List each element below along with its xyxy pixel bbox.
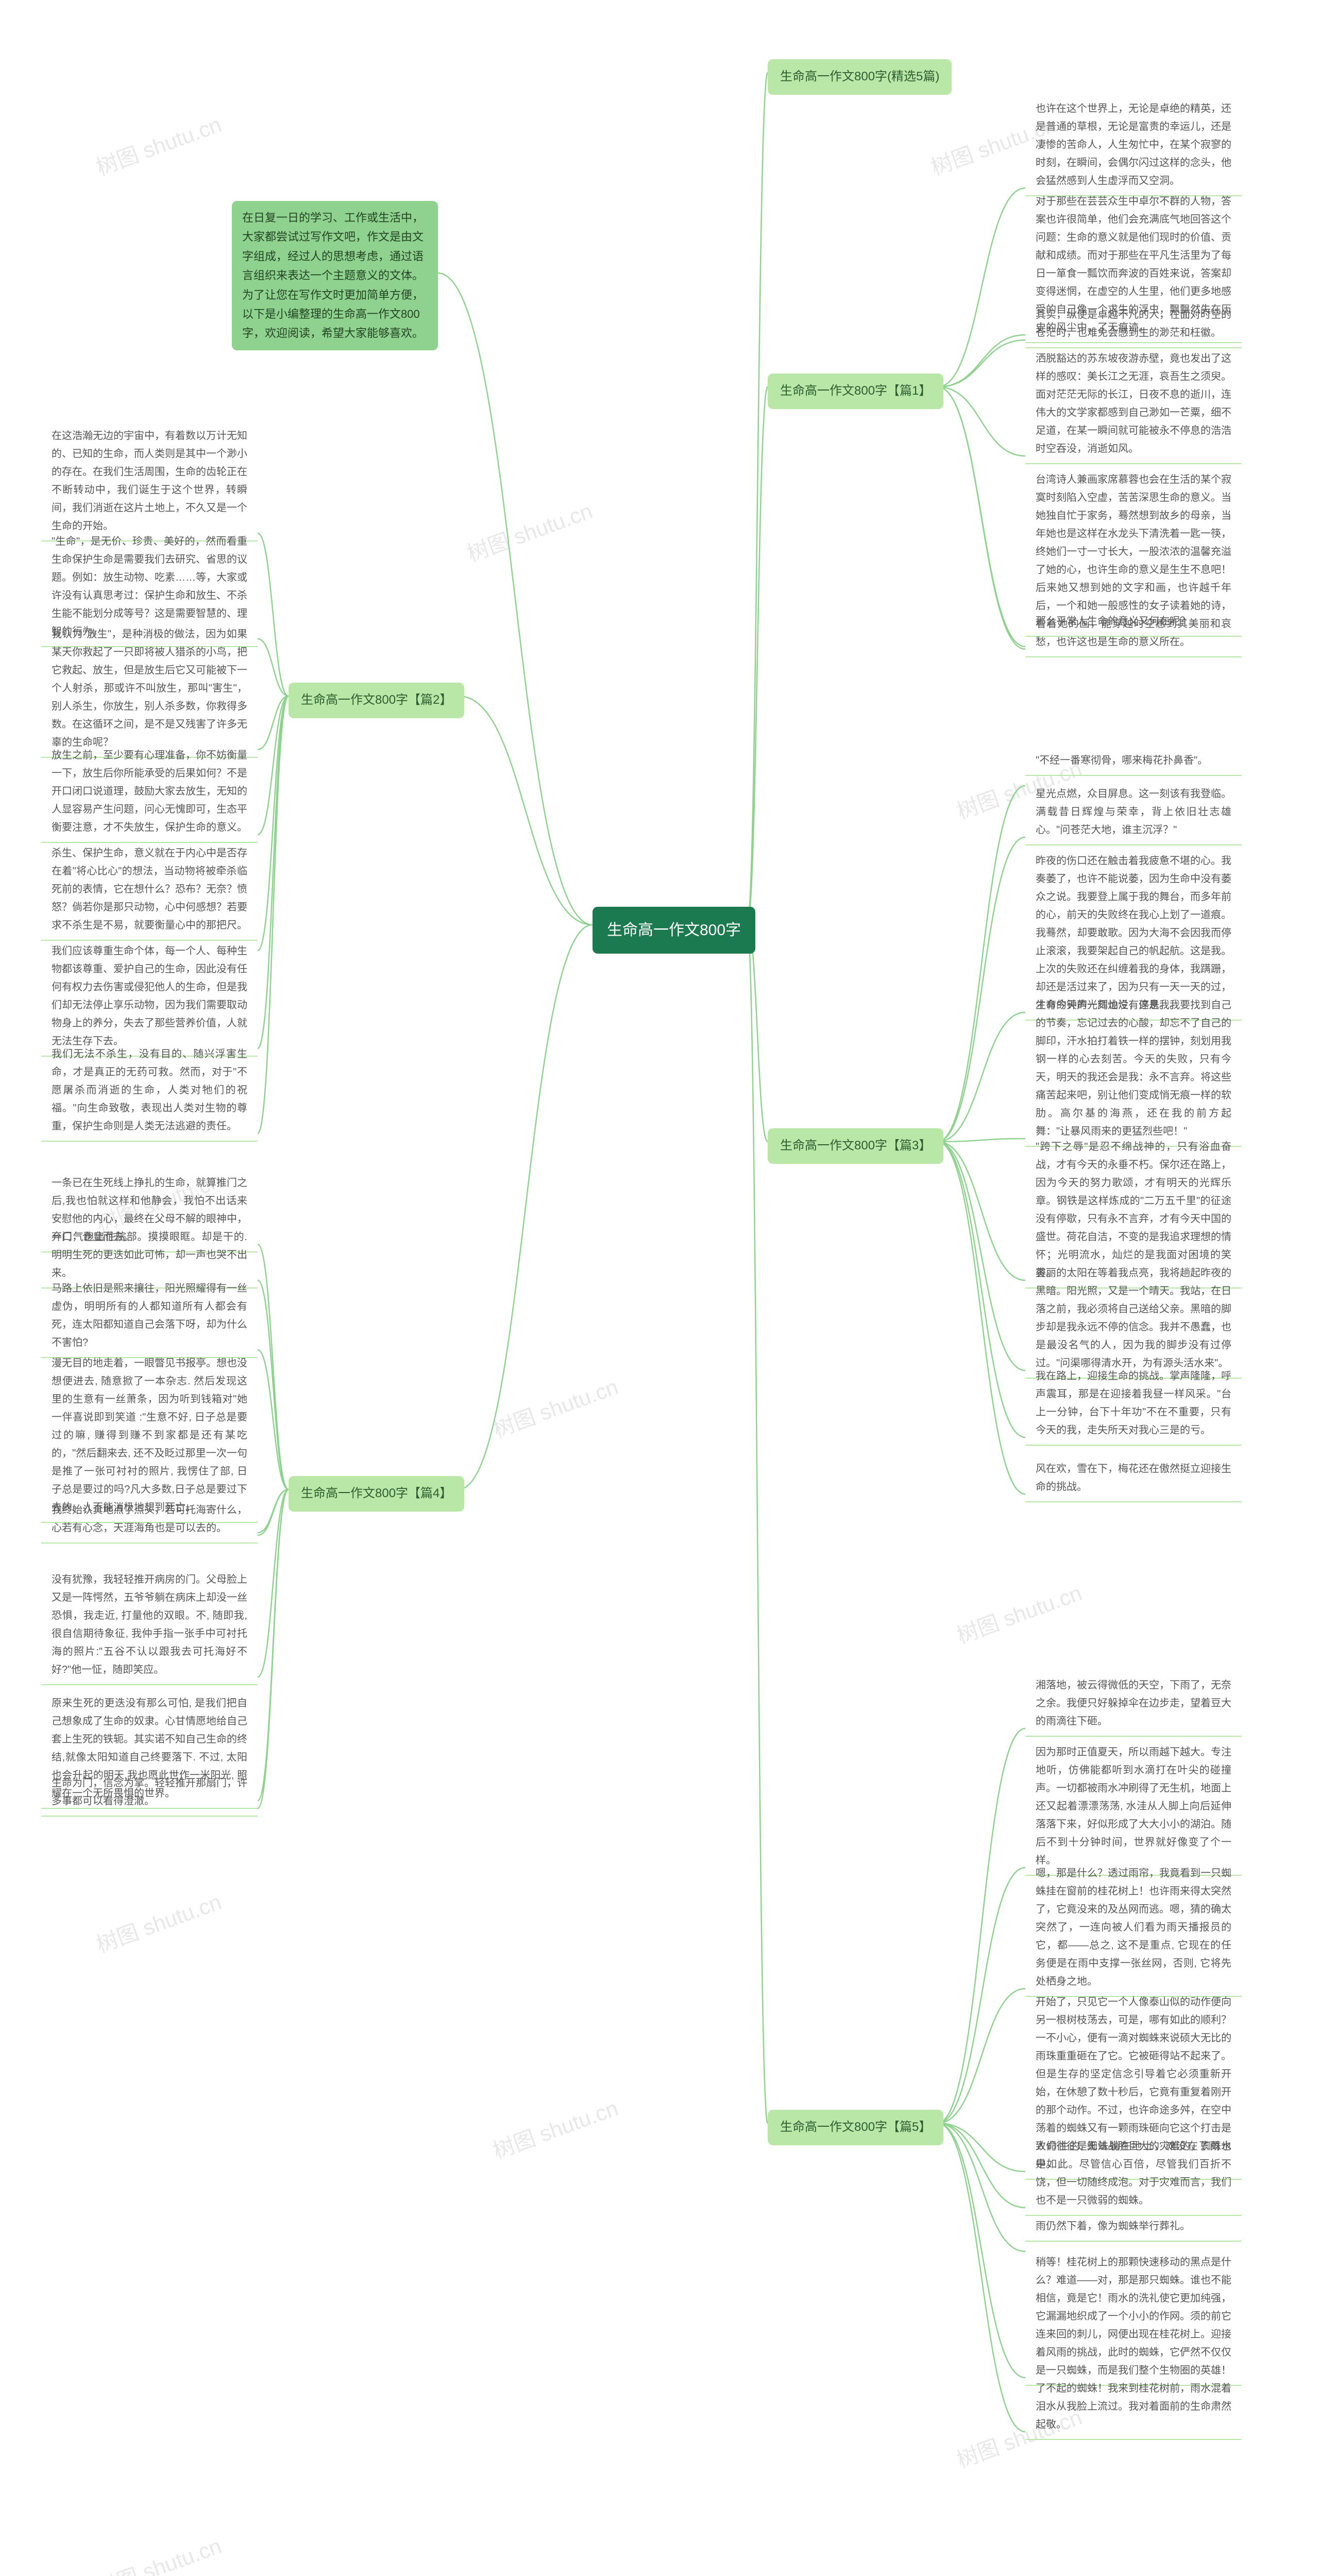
leaf-b2-2: 我认为"放生"，是种消极的做法，因为如果某天你救起了一只即将被人猎杀的小鸟，把它…: [41, 618, 258, 758]
branch-b3: 生命高一作文800字【篇3】: [768, 1128, 943, 1164]
watermark: 树图 shutu.cn: [952, 1575, 1086, 1650]
leaf-b4-5: 没有犹豫，我轻轻推开病房的门。父母脸上又是一阵愕然，五爷爷躺在病床上却没一丝恐惧…: [41, 1564, 258, 1685]
leaf-b5-0: 湘落地，被云得微低的天空，下雨了，无奈之余。我便只好躲掉伞在边步走，望着豆大的雨…: [1025, 1669, 1242, 1737]
leaf-b4-4: 我终始认真地点了点头，若可托海寄什么，心若有心念，天涯海角也是可以去的。: [41, 1494, 258, 1544]
watermark: 树图 shutu.cn: [91, 107, 225, 181]
leaf-b4-7: 生命为门，信念为掌。轻轻推开那扇门，许多事都可以看得澄澈。: [41, 1767, 258, 1817]
leaf-b1-3: 洒脱豁达的苏东坡夜游赤壁，竟也发出了这样的感叹：美长江之无涯，哀吾生之须臾。面对…: [1025, 343, 1242, 464]
intro-node: 在日复一日的学习、工作或生活中，大家都尝试过写作文吧，作文是由文字组成，经过人的…: [232, 201, 438, 350]
watermark: 树图 shutu.cn: [91, 2529, 225, 2576]
leaf-b3-6: 我在路上，迎接生命的挑战。掌声隆隆，呼声震耳，那是在迎接着我昼一样风采。"台上一…: [1025, 1360, 1242, 1446]
leaf-b1-0: 也许在这个世界上，无论是卓绝的精英，还是普通的草根，无论是富贵的幸运儿，还是凄惨…: [1025, 93, 1242, 196]
leaf-b2-4: 杀生、保护生命，意义就在于内心中是否存在着"将心比心"的想法，当动物将被牵杀临死…: [41, 837, 258, 941]
leaf-b5-6: 稍等！桂花树上的那颗快速移动的黑点是什么？难道——对，那是那只蜘蛛。谁也不能相信…: [1025, 2246, 1242, 2386]
watermark: 树图 shutu.cn: [91, 1885, 225, 1959]
leaf-b2-6: 我们无法不杀生，没有目的、随兴浮害生命，才是真正的无药可救。然而，对于"不愿屠杀…: [41, 1038, 258, 1142]
branch-b2: 生命高一作文800字【篇2】: [289, 683, 464, 718]
branch-b5: 生命高一作文800字【篇5】: [768, 2110, 943, 2145]
watermark: 树图 shutu.cn: [488, 2091, 622, 2165]
leaf-b3-7: 风在欢，雪在下，梅花还在傲然挺立迎接生命的挑战。: [1025, 1453, 1242, 1502]
leaf-b1-5: 那么平常人生命的意义又何在呢？: [1025, 605, 1242, 637]
leaf-b5-5: 雨仍然下着，像为蜘蛛举行葬礼。: [1025, 2210, 1242, 2242]
leaf-b5-2: 嗯，那是什么？透过雨帘，我竟看到一只蜘蛛挂在窗前的桂花树上！也许雨来得太突然了，…: [1025, 1857, 1242, 1997]
watermark: 树图 shutu.cn: [462, 494, 596, 568]
leaf-b4-2: 马路上依旧是熙来攘往，阳光照耀得有一丝虚伪，明明所有的人都知道所有人都会有死，连…: [41, 1273, 258, 1358]
leaf-b3-3: 生命的钟声一刻也没有停息。我要找到自己的节奏，忘记过去的心酸，却忘不了自己的脚印…: [1025, 989, 1242, 1147]
leaf-b3-1: 星光点燃，众目屏息。这一刻该有我登临。满载昔日辉煌与荣幸，背上依旧壮志雄心。"问…: [1025, 778, 1242, 845]
leaf-b2-0: 在这浩瀚无边的宇宙中，有着数以万计无知的、已知的生命，而人类则是其中一个渺小的存…: [41, 420, 258, 541]
leaf-b5-1: 因为那时正值夏天，所以雨越下越大。专注地听，仿佛能都听到水滴打在叶尖的碰撞声。一…: [1025, 1736, 1242, 1876]
branch-b0: 生命高一作文800字(精选5篇): [768, 59, 952, 95]
leaf-b3-0: "不经一番寒彻骨，哪来梅花扑鼻香"。: [1025, 744, 1242, 776]
branch-b4: 生命高一作文800字【篇4】: [289, 1476, 464, 1512]
leaf-b5-7: 了不起的蜘蛛！我来到桂花树前，雨水混着泪水从我脸上流过。我对着面前的生命肃然起敬…: [1025, 2372, 1242, 2440]
leaf-b1-2: 其实，纵使是卓越不凡的人，在面对时空的苍茫时，也难免会感到生的渺茫和枉徽。: [1025, 299, 1242, 348]
root-node: 生命高一作文800字: [593, 907, 755, 954]
watermark: 树图 shutu.cn: [488, 1369, 622, 1444]
leaf-b2-3: 放生之前，至少要有心理准备，你不妨衡量一下，放生后你所能承受的后果如何？不是开口…: [41, 739, 258, 843]
leaf-b5-4: 人们往往是无法战胜巨大的灾难的，蜘蛛也是如此。尽管信心百倍，尽管我们百折不饶，但…: [1025, 2130, 1242, 2216]
branch-b1: 生命高一作文800字【篇1】: [768, 374, 943, 409]
